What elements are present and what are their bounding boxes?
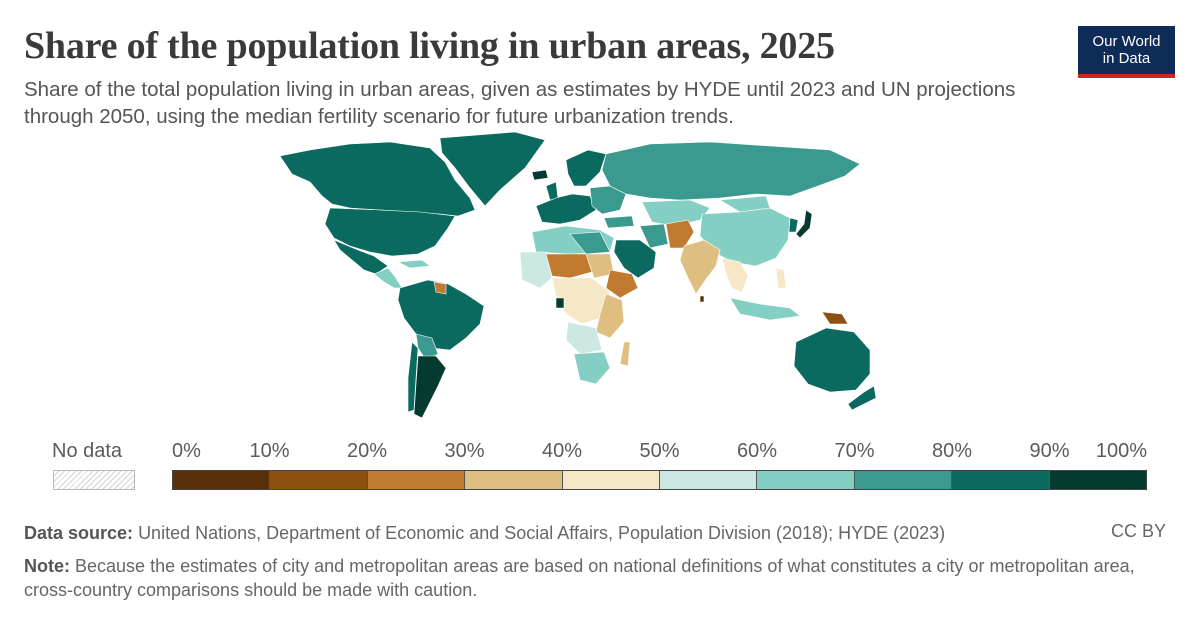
region-madagascar[interactable] <box>619 341 631 367</box>
region-caribbean[interactable] <box>396 259 431 269</box>
region-sri-lanka[interactable] <box>699 295 705 303</box>
region-india[interactable] <box>679 239 721 295</box>
legend-bin-4[interactable] <box>562 471 661 489</box>
region-japan[interactable] <box>795 209 813 239</box>
region-russia[interactable] <box>601 141 861 201</box>
legend-no-data-swatch[interactable] <box>53 470 135 490</box>
region-south-america-north[interactable] <box>397 279 485 351</box>
legend-tick-label: 20% <box>346 440 388 462</box>
logo-line-1: Our World <box>1092 33 1161 50</box>
legend-bin-1[interactable] <box>270 471 368 489</box>
region-turkey[interactable] <box>603 215 635 229</box>
legend-tick-label: 100% <box>1095 440 1147 462</box>
legend-bin-3[interactable] <box>465 471 563 489</box>
region-korea[interactable] <box>788 217 799 233</box>
legend-tick-label: 70% <box>834 440 875 462</box>
license-link[interactable]: CC BY <box>1111 521 1167 541</box>
region-sahel[interactable] <box>545 253 593 279</box>
region-arabia[interactable] <box>613 239 657 279</box>
legend-bin-8[interactable] <box>952 471 1050 489</box>
region-west-africa[interactable] <box>519 251 553 289</box>
data-source: Data source: United Nations, Department … <box>24 521 945 545</box>
region-usa[interactable] <box>324 207 456 257</box>
region-canada[interactable] <box>279 141 476 217</box>
region-iran[interactable] <box>639 223 669 249</box>
region-new-zealand[interactable] <box>847 385 877 411</box>
legend-bin-9[interactable] <box>1049 471 1147 489</box>
legend-tick-label: 40% <box>541 440 583 462</box>
region-argentina[interactable] <box>413 355 447 419</box>
note-text: Because the estimates of city and metrop… <box>24 556 1135 600</box>
region-western-europe[interactable] <box>535 193 597 225</box>
note-label: Note: <box>24 556 70 576</box>
legend-tick-label: 0% <box>172 440 201 462</box>
region-guianas[interactable] <box>433 281 447 295</box>
legend-bin-6[interactable] <box>757 471 855 489</box>
data-source-label: Data source: <box>24 523 134 543</box>
note: Note: Because the estimates of city and … <box>24 554 1154 602</box>
region-southern-africa[interactable] <box>573 351 611 385</box>
legend-tick-label: 60% <box>736 440 778 462</box>
world-map-svg[interactable] <box>270 128 910 428</box>
legend-tick-label: 50% <box>639 440 680 462</box>
legend-bin-0[interactable] <box>173 471 271 489</box>
region-libya-egypt[interactable] <box>569 231 611 255</box>
region-angola[interactable] <box>565 321 603 355</box>
legend-bin-2[interactable] <box>367 471 466 489</box>
region-scandinavia[interactable] <box>565 149 607 187</box>
region-central-asia[interactable] <box>641 199 711 227</box>
legend-tick-label: 30% <box>444 440 485 462</box>
owid-logo[interactable]: Our World in Data <box>1078 26 1175 78</box>
legend-tick-label: 80% <box>931 440 973 462</box>
region-east-africa[interactable] <box>595 293 625 339</box>
region-australia[interactable] <box>793 327 871 393</box>
region-philippines[interactable] <box>775 267 787 289</box>
chart-title: Share of the population living in urban … <box>24 25 835 67</box>
region-southeast-asia[interactable] <box>721 257 749 293</box>
region-indonesia[interactable] <box>729 297 801 321</box>
legend-tick-label: 10% <box>249 440 290 462</box>
legend-bin-5[interactable] <box>660 471 758 489</box>
legend-tick-label: 90% <box>1029 440 1070 462</box>
chart-subtitle: Share of the total population living in … <box>24 78 1016 128</box>
data-source-text[interactable]: United Nations, Department of Economic a… <box>138 523 946 543</box>
logo-line-2: in Data <box>1102 50 1151 67</box>
region-horn-of-africa[interactable] <box>605 269 639 299</box>
region-gabon[interactable] <box>555 297 565 309</box>
world-map[interactable] <box>270 128 910 428</box>
legend-no-data-label: No data <box>52 440 123 462</box>
region-uk[interactable] <box>545 181 559 201</box>
legend-color-bar[interactable] <box>172 470 1147 490</box>
legend-bin-7[interactable] <box>854 471 953 489</box>
region-papua-new-guinea[interactable] <box>821 311 849 325</box>
region-iceland[interactable] <box>531 169 549 181</box>
region-pakistan[interactable] <box>665 219 695 249</box>
region-greenland[interactable] <box>439 131 546 207</box>
